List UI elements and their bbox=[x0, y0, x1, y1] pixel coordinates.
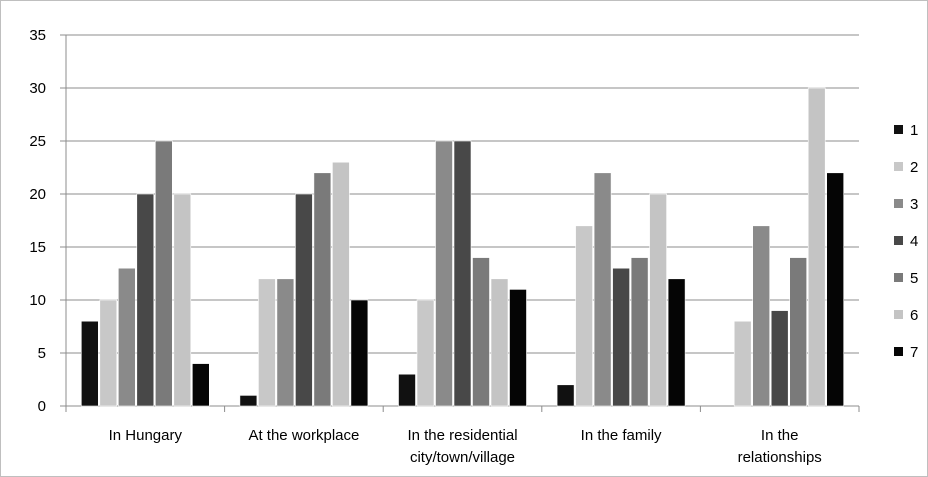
y-tick-label: 10 bbox=[29, 292, 46, 309]
bar-series-6-cat-4 bbox=[807, 87, 826, 407]
bars bbox=[81, 87, 845, 407]
bar-series-6-cat-2 bbox=[490, 278, 509, 407]
bar-series-3-cat-1 bbox=[276, 278, 295, 407]
bar-series-3-cat-2 bbox=[435, 140, 453, 407]
x-axis-categories: In Hungary At the workplace In the residen… bbox=[109, 427, 822, 466]
bar-series-5-cat-3 bbox=[630, 257, 649, 407]
bar-series-1-cat-3 bbox=[556, 384, 575, 407]
bar-series-4-cat-0 bbox=[136, 193, 155, 407]
legend-label-6: 6 bbox=[910, 307, 918, 324]
y-tick-label: 5 bbox=[38, 345, 46, 362]
bar-series-1-cat-0 bbox=[81, 320, 99, 407]
y-tick-label: 30 bbox=[29, 80, 46, 97]
bar-series-2-cat-3 bbox=[575, 225, 593, 407]
bar-series-6-cat-0 bbox=[173, 193, 192, 407]
bar-series-3-cat-3 bbox=[593, 172, 612, 407]
bar-series-2-cat-1 bbox=[258, 278, 276, 407]
bar-series-1-cat-1 bbox=[239, 395, 258, 407]
bar-series-7-cat-1 bbox=[350, 299, 369, 407]
y-tick-label: 20 bbox=[29, 186, 46, 203]
bar-series-5-cat-0 bbox=[155, 140, 173, 407]
bar-series-3-cat-4 bbox=[752, 225, 771, 407]
bar-series-5-cat-1 bbox=[313, 172, 332, 407]
bar-series-7-cat-4 bbox=[826, 172, 845, 407]
bar-series-7-cat-2 bbox=[509, 289, 527, 407]
x-category-label: In Hungary bbox=[109, 427, 183, 444]
x-category-label: In the residential bbox=[407, 427, 517, 444]
y-tick-label: 25 bbox=[29, 133, 46, 150]
legend-swatch-1 bbox=[894, 125, 903, 134]
legend-label-3: 3 bbox=[910, 196, 918, 213]
bar-series-7-cat-3 bbox=[667, 278, 686, 407]
legend-swatch-7 bbox=[894, 347, 903, 356]
bar-series-2-cat-2 bbox=[416, 299, 435, 407]
legend-swatch-6 bbox=[894, 310, 903, 319]
legend-label-4: 4 bbox=[910, 233, 918, 250]
bar-series-7-cat-0 bbox=[192, 363, 210, 407]
bar-series-3-cat-0 bbox=[118, 267, 136, 407]
x-category-label: In the family bbox=[581, 427, 662, 444]
bar-series-5-cat-4 bbox=[789, 257, 808, 407]
x-category-label: In the bbox=[761, 427, 799, 444]
bar-series-1-cat-2 bbox=[398, 373, 416, 407]
legend-label-2: 2 bbox=[910, 159, 918, 176]
legend-swatch-4 bbox=[894, 236, 903, 245]
bar-series-4-cat-2 bbox=[453, 140, 472, 407]
x-category-label: city/town/village bbox=[410, 449, 515, 466]
bar-series-4-cat-1 bbox=[295, 193, 313, 407]
legend-label-5: 5 bbox=[910, 270, 918, 287]
y-axis-ticks: 0 5 10 15 20 25 30 35 bbox=[29, 27, 66, 415]
legend: 1 2 3 4 5 6 7 bbox=[894, 122, 918, 361]
legend-swatch-5 bbox=[894, 273, 903, 282]
bar-series-2-cat-0 bbox=[99, 299, 118, 407]
legend-swatch-3 bbox=[894, 199, 903, 208]
bar-series-6-cat-3 bbox=[649, 193, 667, 407]
bar-series-6-cat-1 bbox=[332, 161, 350, 407]
y-tick-label: 15 bbox=[29, 239, 46, 256]
y-tick-label: 35 bbox=[29, 27, 46, 44]
bar-series-2-cat-4 bbox=[733, 320, 752, 407]
legend-label-7: 7 bbox=[910, 344, 918, 361]
y-tick-label: 0 bbox=[38, 398, 46, 415]
bar-series-4-cat-4 bbox=[770, 310, 789, 407]
bar-series-4-cat-3 bbox=[612, 267, 630, 407]
legend-swatch-2 bbox=[894, 162, 903, 171]
bar-series-5-cat-2 bbox=[472, 257, 490, 407]
legend-label-1: 1 bbox=[910, 122, 918, 139]
x-category-label: At the workplace bbox=[248, 427, 359, 444]
x-category-label: relationships bbox=[738, 449, 822, 466]
